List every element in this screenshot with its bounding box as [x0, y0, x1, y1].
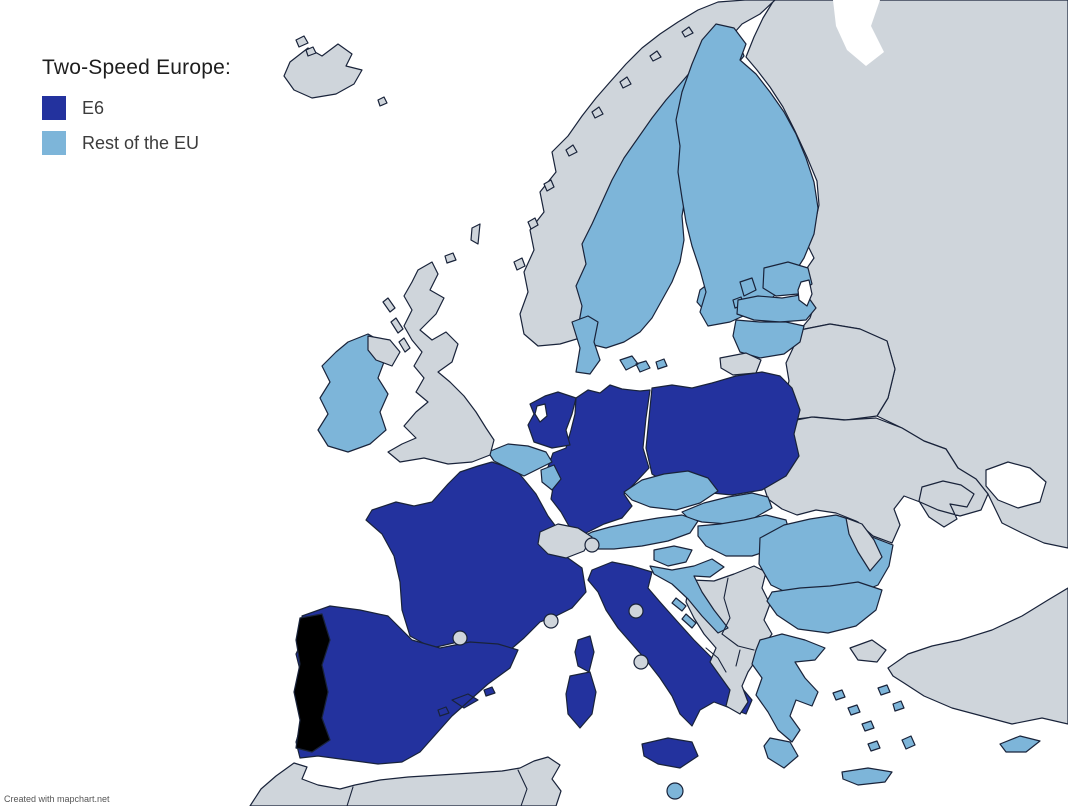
country-portugal[interactable]	[293, 613, 331, 753]
lake-peipus	[797, 279, 813, 307]
country-slovenia[interactable]	[653, 545, 693, 567]
country-moldova[interactable]	[845, 517, 883, 572]
country-latvia[interactable]	[736, 293, 817, 323]
internal-borders	[346, 577, 755, 806]
microstate-malta[interactable]	[666, 782, 684, 800]
rest-eu-color-swatch	[42, 131, 66, 155]
map-legend: Two-Speed Europe: E6 Rest of the EU	[42, 56, 231, 166]
country-belgium[interactable]	[487, 443, 553, 477]
country-czechia[interactable]	[623, 470, 719, 511]
country-cyprus[interactable]	[999, 735, 1041, 753]
region-northern-ireland[interactable]	[367, 335, 401, 367]
sea-of-azov	[985, 461, 1047, 509]
region-north-africa[interactable]	[249, 756, 562, 806]
country-germany[interactable]	[547, 384, 651, 534]
country-lithuania[interactable]	[732, 319, 805, 359]
white-sea	[833, 0, 884, 66]
country-united-kingdom[interactable]	[387, 261, 495, 465]
microstate-san-marino[interactable]	[628, 603, 644, 619]
aegean-islands	[832, 684, 916, 752]
legend-title: Two-Speed Europe:	[42, 56, 232, 79]
country-switzerland[interactable]	[537, 523, 593, 559]
uk-small-isles	[382, 223, 481, 353]
e6-color-swatch	[42, 96, 66, 120]
microstate-monaco[interactable]	[543, 613, 559, 629]
croatian-coastal-islands	[671, 597, 697, 629]
country-netherlands[interactable]	[527, 391, 577, 449]
attribution-text: Created with mapchart.net	[4, 794, 110, 804]
e6-label: E6	[82, 97, 105, 118]
country-spain[interactable]	[295, 605, 519, 765]
microstate-liechtenstein[interactable]	[584, 537, 600, 553]
country-denmark[interactable]	[571, 315, 668, 375]
country-turkey[interactable]	[849, 587, 1068, 725]
norway-coastal-islets	[513, 26, 694, 271]
country-croatia[interactable]	[649, 558, 729, 634]
ijsselmeer-lake	[534, 403, 548, 423]
microstate-vatican[interactable]	[633, 654, 649, 670]
microstate-andorra[interactable]	[452, 630, 468, 646]
country-bulgaria[interactable]	[766, 581, 883, 634]
legend-item-rest-eu: Rest of the EU	[42, 131, 231, 155]
faroe-islands	[295, 35, 388, 107]
rest-eu-label: Rest of the EU	[82, 132, 200, 153]
legend-item-e6: E6	[42, 96, 231, 120]
country-luxembourg[interactable]	[540, 464, 562, 491]
country-greece[interactable]	[751, 633, 893, 786]
country-iceland[interactable]	[283, 43, 363, 99]
microstates	[452, 537, 684, 800]
